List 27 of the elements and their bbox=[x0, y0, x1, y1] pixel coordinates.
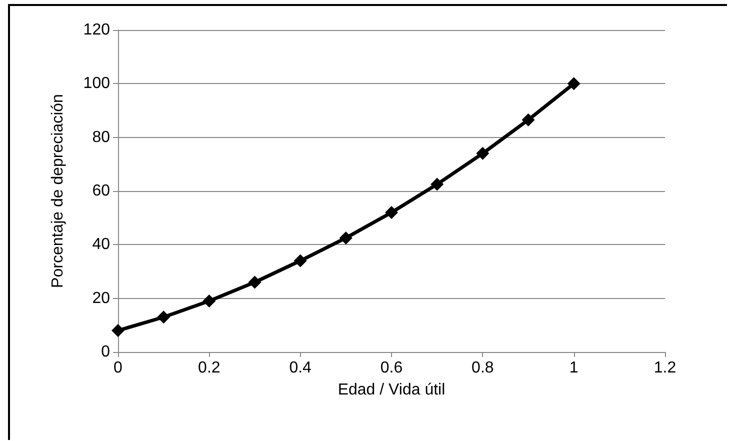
x-tick-label: 0.4 bbox=[289, 360, 312, 376]
y-tick-label: 20 bbox=[92, 290, 110, 307]
point bbox=[112, 324, 124, 338]
x-tick-label: 0 bbox=[114, 360, 123, 376]
x-tick-label: 0.6 bbox=[380, 360, 403, 376]
point bbox=[157, 310, 170, 324]
y-tick-label: 60 bbox=[92, 182, 110, 200]
x-axis-title: Edad / Vida útil bbox=[338, 382, 446, 398]
point bbox=[522, 113, 535, 126]
point bbox=[476, 146, 490, 160]
point bbox=[294, 254, 307, 268]
x-tick-label: 0.8 bbox=[472, 360, 494, 376]
x-tick-label: 0.2 bbox=[198, 360, 220, 376]
point bbox=[430, 178, 444, 191]
x-tick-label: 1 bbox=[569, 360, 578, 376]
x-tick-label: 1.2 bbox=[654, 360, 676, 376]
y-tick-label: 100 bbox=[83, 75, 110, 92]
y-tick-label: 0 bbox=[101, 344, 110, 360]
point bbox=[567, 77, 580, 90]
y-tick-label: 40 bbox=[92, 236, 110, 254]
y-tick-label: 80 bbox=[92, 128, 110, 146]
point bbox=[385, 206, 398, 219]
point bbox=[339, 231, 352, 244]
y-tick-label: 120 bbox=[83, 22, 110, 38]
point bbox=[248, 276, 262, 289]
y-axis-title: Porcentaje de depreciación bbox=[50, 94, 66, 288]
point bbox=[202, 294, 216, 308]
